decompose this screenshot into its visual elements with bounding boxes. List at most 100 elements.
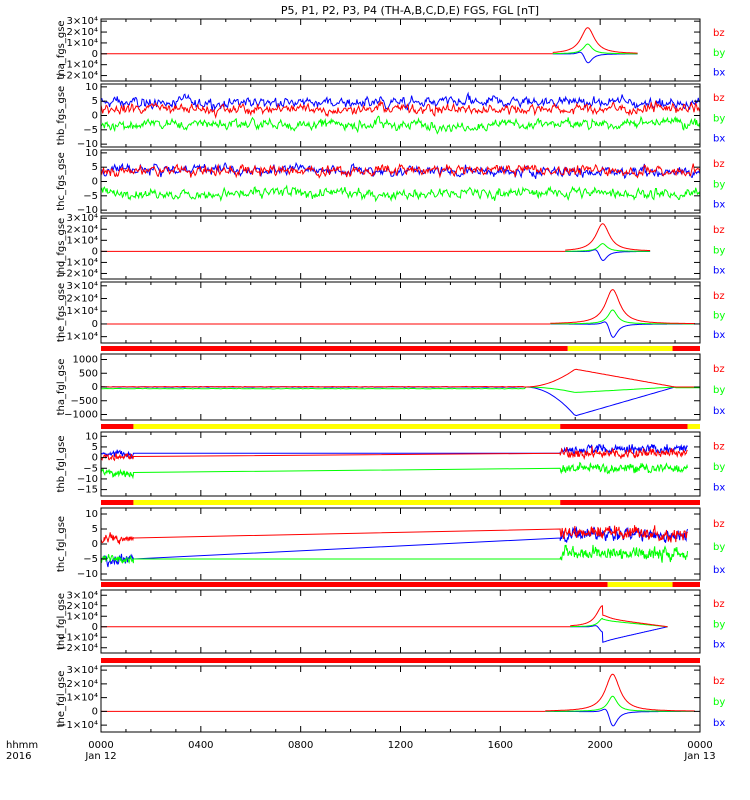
panel-thc_fgl_gse: 10 5 0 −5 −10 thc_fgl_gse bz by bx (56, 507, 725, 581)
flag-segment-red (560, 500, 700, 505)
legend-bz: bz (713, 28, 725, 39)
flag-bar (101, 424, 700, 429)
chart-title: P5, P1, P2, P3, P4 (TH-A,B,C,D,E) FGS, F… (281, 4, 539, 17)
time-axis-row2-label: 2016 (6, 751, 31, 762)
legend-bx: bx (713, 134, 725, 145)
flag-bar (101, 346, 700, 351)
legend-bz: bz (713, 519, 725, 530)
y-tick-label: −1×10⁴ (58, 257, 98, 268)
y-tick-label: 2×10⁴ (67, 294, 98, 305)
y-tick-label: 5 (92, 524, 98, 535)
legend-bz: bz (713, 93, 725, 104)
flag-segment-yellow (133, 500, 561, 505)
series-line-by (565, 243, 651, 252)
series-line-by (101, 544, 688, 565)
flag-segment-yellow (607, 582, 673, 587)
x-tick-date-label: Jan 13 (683, 751, 715, 762)
series-line-by (101, 461, 688, 480)
y-tick-label: 0 (92, 177, 98, 188)
legend-bx: bx (713, 640, 725, 651)
y-tick-label: −10 (77, 139, 98, 150)
y-tick-label: −2×10⁴ (58, 268, 98, 279)
flag-bar (101, 658, 700, 663)
y-axis-label: the_fgl_gse (56, 671, 67, 728)
series-line-bz (565, 223, 651, 252)
legend-bx: bx (713, 482, 725, 493)
series-line-bz (550, 289, 695, 325)
y-axis-label: thc_fgl_gse (56, 516, 67, 572)
y-tick-label: 0 (92, 706, 98, 717)
y-tick-label: 0 (92, 622, 98, 633)
y-tick-label: 5 (92, 442, 98, 453)
y-tick-label: 0 (92, 382, 98, 393)
x-tick-label: 1200 (388, 740, 413, 751)
y-tick-label: 2×10⁴ (67, 224, 98, 235)
y-tick-label: 1000 (73, 355, 98, 366)
legend-bx: bx (713, 68, 725, 79)
legend-bz: bz (713, 159, 725, 170)
x-tick-label: 2000 (587, 740, 612, 751)
y-tick-label: 1×10⁴ (67, 693, 98, 704)
series-line-by (101, 184, 700, 203)
y-tick-label: 5 (92, 96, 98, 107)
flag-bar (101, 500, 700, 505)
y-tick-label: −5 (83, 463, 98, 474)
flag-segment-red (672, 346, 700, 351)
legend-by: by (713, 179, 725, 190)
y-tick-label: 0 (92, 111, 98, 122)
y-axis-label: thb_fgl_gse (56, 436, 67, 493)
y-tick-label: 5 (92, 162, 98, 173)
y-tick-label: −1×10⁴ (58, 332, 98, 343)
legend-by: by (713, 462, 725, 473)
flag-segment-red (101, 582, 608, 587)
y-tick-label: 1×10⁴ (67, 235, 98, 246)
y-tick-label: 0 (92, 539, 98, 550)
legend-bx: bx (713, 718, 725, 729)
series-line-bz (545, 673, 695, 712)
x-tick-label: 1600 (488, 740, 513, 751)
y-tick-label: 10 (85, 509, 98, 520)
y-tick-label: 1×10⁴ (67, 611, 98, 622)
panel-thb_fgs_gse: 10 5 0 −5 −10 thb_fgs_gse bz by bx (56, 82, 725, 150)
series-line-bz (570, 605, 668, 628)
y-tick-label: −1000 (64, 410, 98, 421)
y-tick-label: 500 (79, 368, 98, 379)
series-line-bx (570, 625, 668, 643)
series-line-by (570, 617, 668, 628)
series-line-by (552, 43, 638, 55)
legend-by: by (713, 48, 725, 59)
flag-bar (101, 582, 700, 587)
y-tick-label: 10 (85, 431, 98, 442)
y-tick-label: −5 (83, 554, 98, 565)
y-tick-label: 2×10⁴ (67, 679, 98, 690)
y-tick-label: 3×10⁴ (67, 213, 98, 224)
y-tick-label: −15 (77, 485, 98, 496)
y-axis-label: tha_fgs_gse (56, 20, 67, 79)
y-tick-label: −10 (77, 205, 98, 216)
y-tick-label: 0 (92, 453, 98, 464)
x-tick-label: 0000 (88, 740, 113, 751)
time-axis-row1-label: hhmm (6, 740, 38, 751)
y-axis-label: thd_fgs_gse (56, 218, 67, 277)
y-axis-label: thd_fgl_gse (56, 593, 67, 650)
series-line-bx (101, 91, 700, 111)
y-axis-label: thb_fgs_gse (56, 86, 67, 145)
legend-bx: bx (713, 330, 725, 341)
y-axis-label: tha_fgl_gse (56, 359, 67, 416)
series-line-by (101, 386, 700, 393)
y-tick-label: 0 (92, 49, 98, 60)
series-line-bz (101, 525, 688, 545)
y-axis-label: the_fgs_gse (56, 283, 67, 342)
y-tick-label: 3×10⁴ (67, 590, 98, 601)
y-tick-label: −10 (77, 569, 98, 580)
y-tick-label: −2×10⁴ (58, 71, 98, 82)
y-tick-label: 2×10⁴ (67, 27, 98, 38)
